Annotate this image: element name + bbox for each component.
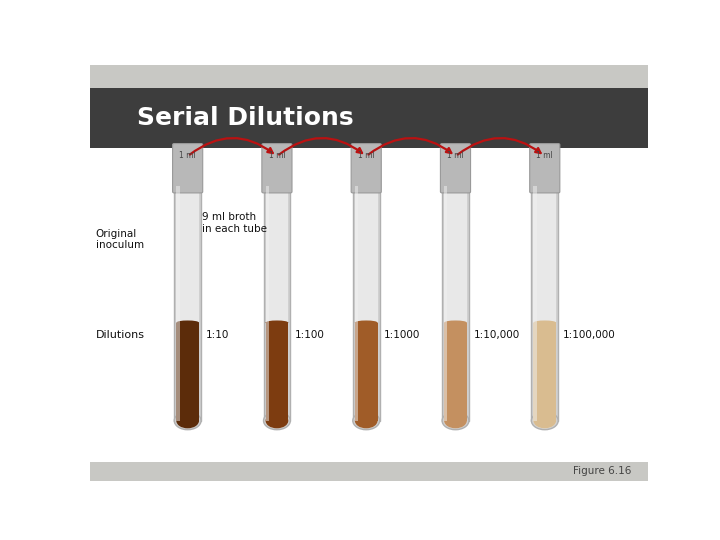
Text: 1 ml: 1 ml <box>358 151 374 160</box>
Ellipse shape <box>444 413 467 428</box>
FancyBboxPatch shape <box>351 144 382 193</box>
FancyBboxPatch shape <box>534 322 556 421</box>
Ellipse shape <box>176 413 199 428</box>
Ellipse shape <box>355 413 377 428</box>
Bar <box>90 462 648 481</box>
Ellipse shape <box>176 413 199 428</box>
FancyBboxPatch shape <box>353 160 379 421</box>
Ellipse shape <box>176 320 199 325</box>
Ellipse shape <box>355 413 377 428</box>
FancyBboxPatch shape <box>262 144 292 193</box>
Text: 1:10: 1:10 <box>205 330 229 340</box>
FancyBboxPatch shape <box>264 160 290 421</box>
FancyBboxPatch shape <box>534 160 556 421</box>
FancyBboxPatch shape <box>355 322 377 421</box>
FancyBboxPatch shape <box>531 160 558 421</box>
FancyBboxPatch shape <box>442 160 469 421</box>
Ellipse shape <box>264 411 290 430</box>
FancyBboxPatch shape <box>266 160 288 421</box>
Ellipse shape <box>442 411 469 430</box>
Text: Figure 6.16: Figure 6.16 <box>573 467 631 476</box>
FancyBboxPatch shape <box>174 160 201 421</box>
FancyBboxPatch shape <box>173 144 203 193</box>
Ellipse shape <box>266 320 288 325</box>
Ellipse shape <box>266 413 288 428</box>
FancyBboxPatch shape <box>355 160 377 421</box>
FancyBboxPatch shape <box>444 160 467 421</box>
Text: 1 ml: 1 ml <box>269 151 285 160</box>
Ellipse shape <box>534 413 556 428</box>
Text: 9 ml broth
in each tube: 9 ml broth in each tube <box>202 212 266 234</box>
Text: Serial Dilutions: Serial Dilutions <box>138 106 354 130</box>
FancyBboxPatch shape <box>176 160 199 421</box>
Text: Dilutions: Dilutions <box>96 330 145 340</box>
Text: 1 ml: 1 ml <box>447 151 464 160</box>
FancyBboxPatch shape <box>444 186 447 421</box>
Text: 1 ml: 1 ml <box>536 151 553 160</box>
Bar <box>90 65 648 87</box>
FancyBboxPatch shape <box>444 322 467 421</box>
Ellipse shape <box>266 413 288 428</box>
FancyBboxPatch shape <box>266 186 269 421</box>
Ellipse shape <box>534 320 556 325</box>
FancyBboxPatch shape <box>176 322 199 421</box>
Ellipse shape <box>444 320 467 325</box>
FancyBboxPatch shape <box>441 144 471 193</box>
Bar <box>90 87 648 148</box>
Ellipse shape <box>444 413 467 428</box>
Ellipse shape <box>355 320 377 325</box>
Text: 1:100,000: 1:100,000 <box>562 330 616 340</box>
Ellipse shape <box>534 413 556 428</box>
FancyBboxPatch shape <box>355 186 358 421</box>
Text: 1:10,000: 1:10,000 <box>473 330 520 340</box>
Text: 1:1000: 1:1000 <box>384 330 420 340</box>
Ellipse shape <box>174 411 201 430</box>
FancyBboxPatch shape <box>266 322 288 421</box>
FancyBboxPatch shape <box>530 144 560 193</box>
FancyBboxPatch shape <box>176 186 179 421</box>
FancyBboxPatch shape <box>534 186 536 421</box>
Text: 1:100: 1:100 <box>294 330 325 340</box>
Ellipse shape <box>353 411 379 430</box>
Ellipse shape <box>531 411 558 430</box>
Text: Original
inoculum: Original inoculum <box>96 228 144 250</box>
Text: 1 ml: 1 ml <box>179 151 196 160</box>
